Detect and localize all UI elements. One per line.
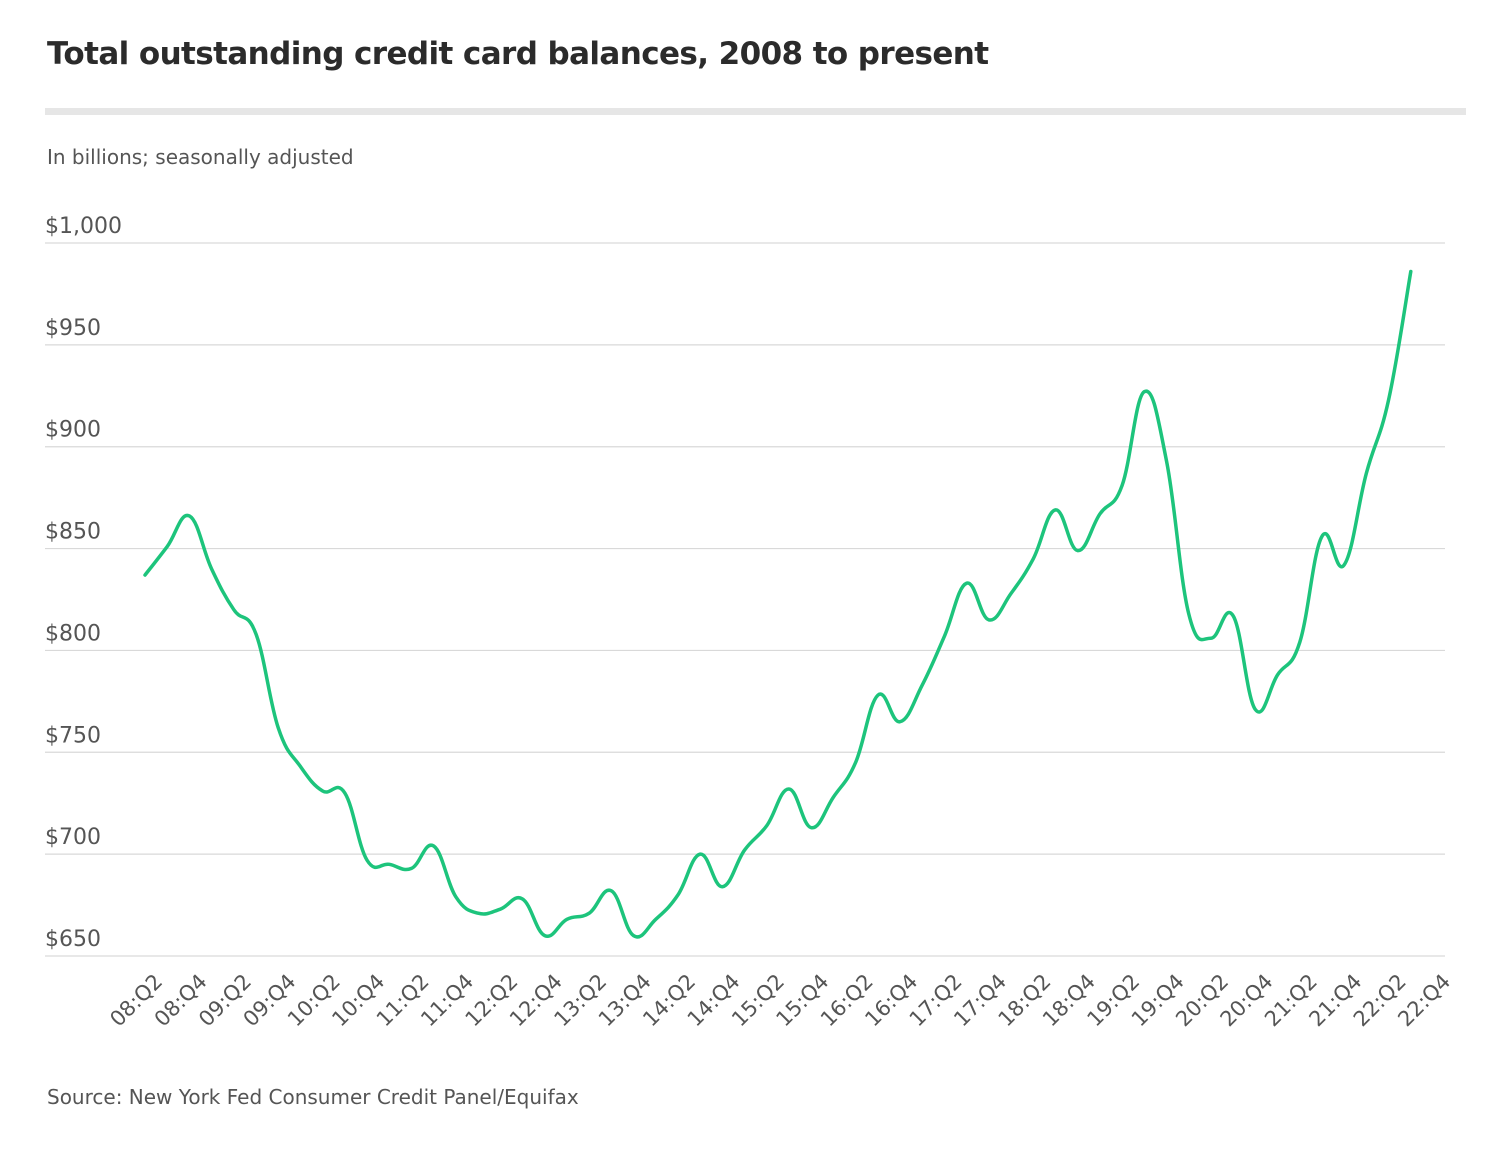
- y-tick-label: $650: [45, 927, 101, 952]
- series-line: [143, 269, 1413, 939]
- x-axis-tick-labels: 08:Q208:Q409:Q209:Q410:Q210:Q411:Q211:Q4…: [105, 969, 1455, 1031]
- title-divider: [45, 108, 1466, 115]
- y-tick-label: $950: [45, 316, 101, 341]
- y-tick-label: $700: [45, 825, 101, 850]
- chart-source: Source: New York Fed Consumer Credit Pan…: [47, 1085, 579, 1109]
- y-tick-label: $900: [45, 418, 101, 443]
- y-tick-label: $800: [45, 621, 101, 646]
- series-lines: [143, 269, 1413, 939]
- y-axis-tick-labels: $650 $700 $750 $800 $850 $900 $950 $1,000: [45, 214, 122, 952]
- y-tick-label: $850: [45, 520, 101, 545]
- chart-title: Total outstanding credit card balances, …: [47, 36, 989, 72]
- chart-subtitle: In billions; seasonally adjusted: [47, 145, 354, 169]
- y-tick-label: $750: [45, 723, 101, 748]
- gridlines: [45, 242, 1445, 957]
- y-tick-label: $1,000: [45, 214, 122, 239]
